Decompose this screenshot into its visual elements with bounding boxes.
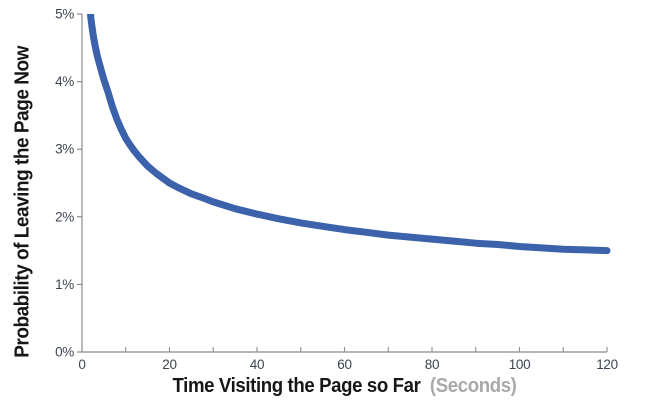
y-tick-label: 1%	[55, 277, 74, 292]
y-tick-label: 2%	[55, 209, 74, 224]
y-tick-label: 4%	[55, 74, 74, 89]
x-axis-title-main: Time Visiting the Page so Far	[172, 375, 421, 397]
y-axis-title: Probability of Leaving the Page Now	[11, 46, 34, 358]
y-tick-label: 5%	[55, 7, 74, 22]
x-tick-label: 60	[337, 357, 351, 372]
x-tick-label: 0	[78, 357, 85, 372]
x-tick-label: 20	[162, 357, 176, 372]
y-tick-label: 0%	[55, 345, 74, 360]
x-axis-title-unit: (Seconds)	[429, 375, 517, 397]
x-tick-label: 40	[250, 357, 264, 372]
y-tick-label: 3%	[55, 142, 74, 157]
x-tick-label: 80	[425, 357, 439, 372]
x-axis-title: Time Visiting the Page so Far (Seconds)	[100, 375, 588, 401]
probability-curve	[87, 14, 611, 255]
x-tick-label: 120	[596, 357, 618, 372]
x-tick-label: 100	[509, 357, 531, 372]
